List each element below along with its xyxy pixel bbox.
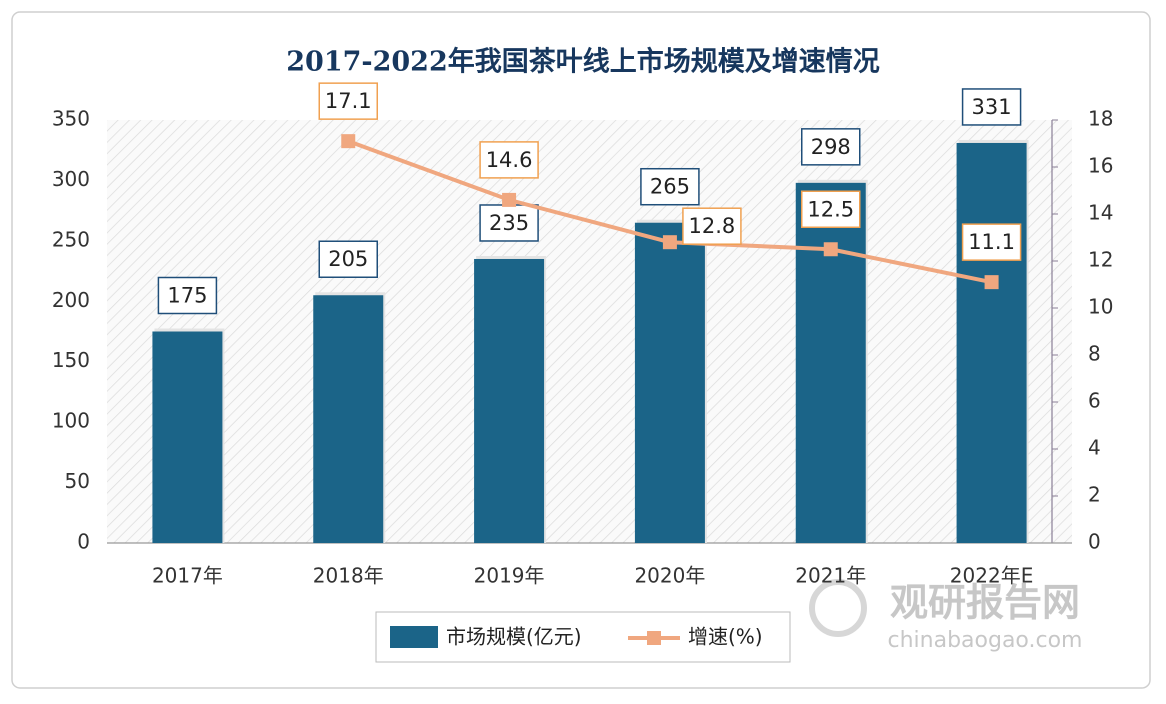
line-value-label-box — [801, 190, 861, 228]
bar-value-label-box — [479, 204, 539, 242]
y2-tick-label: 8 — [1088, 342, 1101, 366]
line-marker — [662, 235, 677, 250]
bar-value-label-box — [318, 240, 378, 278]
bar-value-label-box — [157, 276, 218, 315]
y-tick-label: 50 — [65, 469, 90, 493]
bar-value-label: 205 — [328, 247, 368, 271]
y2-tick-label: 10 — [1088, 295, 1113, 319]
y2-tick-label: 0 — [1088, 530, 1101, 554]
y2-tick-label: 6 — [1088, 389, 1101, 413]
watermark-url: chinabaogao.com — [888, 628, 1083, 653]
legend-swatch — [390, 626, 438, 648]
y2-tick-label: 4 — [1088, 436, 1101, 460]
legend-label: 增速(%) — [688, 625, 763, 649]
bar-value-label: 235 — [489, 211, 529, 235]
bar-value-label-box — [640, 167, 700, 206]
bar-value-label-box — [961, 88, 1022, 126]
bar — [474, 258, 545, 543]
y-tick-label: 200 — [52, 288, 90, 312]
y2-tick-label: 12 — [1088, 248, 1113, 272]
bar-value-label: 298 — [811, 135, 851, 159]
bar-value-label: 265 — [650, 175, 690, 199]
bar — [956, 142, 1027, 543]
y-tick-label: 300 — [52, 167, 90, 191]
line-value-label: 17.1 — [325, 89, 372, 113]
bar — [313, 295, 384, 543]
bar — [795, 182, 866, 544]
line-marker — [502, 192, 517, 207]
line-value-label-box — [682, 207, 742, 245]
bar-value-label: 175 — [167, 284, 207, 308]
y2-tick-label: 16 — [1088, 154, 1113, 178]
x-tick-label: 2020年 — [634, 564, 705, 588]
bar — [152, 331, 223, 543]
watermark-logo — [809, 579, 867, 637]
y2-tick-label: 2 — [1088, 483, 1101, 507]
x-tick-label: 2019年 — [474, 564, 545, 588]
x-tick-label: 2022年E — [950, 564, 1034, 588]
y-tick-label: 100 — [52, 409, 90, 433]
y-tick-label: 350 — [52, 107, 90, 131]
legend-label: 市场规模(亿元) — [446, 625, 582, 649]
y-tick-label: 150 — [52, 348, 90, 372]
x-tick-label: 2021年 — [795, 564, 866, 588]
line-value-label-box — [961, 223, 1022, 261]
line-value-label: 12.8 — [689, 214, 736, 238]
legend-swatch-marker — [647, 631, 661, 645]
x-tick-label: 2018年 — [313, 564, 384, 588]
x-tick-label: 2017年 — [152, 564, 223, 588]
chart-title: 2017-2022年我国茶叶线上市场规模及增速情况 — [286, 46, 880, 78]
line-value-label-box — [479, 141, 539, 179]
line-value-label: 11.1 — [968, 230, 1015, 254]
bar — [634, 222, 705, 543]
line-marker — [341, 134, 356, 149]
y-tick-label: 250 — [52, 227, 90, 251]
line-marker — [823, 242, 838, 257]
line-value-label-box — [318, 82, 378, 120]
y2-tick-label: 14 — [1088, 201, 1113, 225]
line-marker — [984, 275, 999, 290]
plot-background — [107, 120, 1072, 543]
line-value-label: 14.6 — [486, 148, 533, 172]
line-value-label: 12.5 — [807, 197, 854, 221]
bar-value-label: 331 — [972, 95, 1012, 119]
watermark: 观研报告网 chinabaogao.com — [809, 579, 1083, 653]
legend-box — [375, 611, 791, 663]
y2-tick-label: 18 — [1088, 107, 1113, 131]
y-tick-label: 0 — [77, 530, 90, 554]
watermark-name: 观研报告网 — [890, 581, 1080, 625]
bar-value-label-box — [801, 128, 861, 166]
